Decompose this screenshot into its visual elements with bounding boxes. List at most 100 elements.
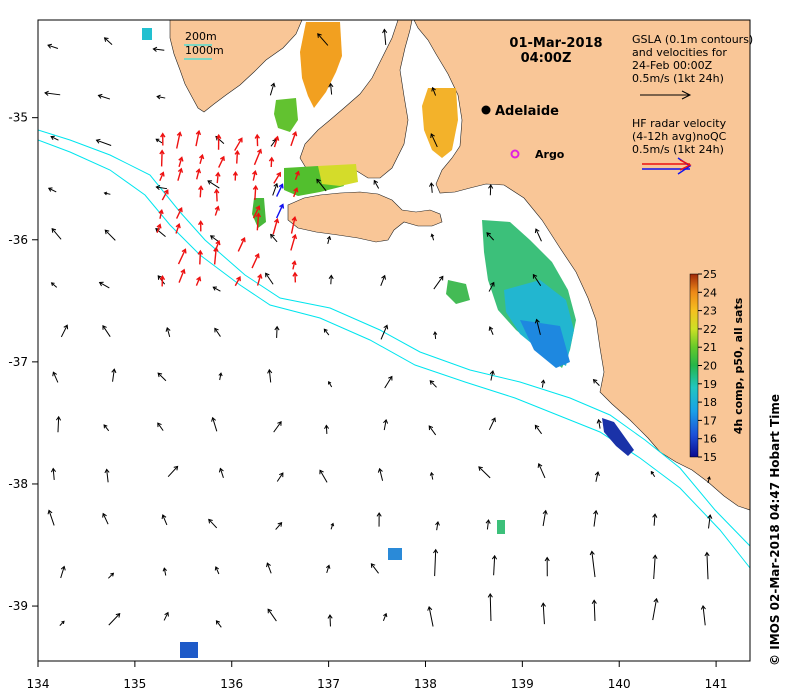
velocity-arrow-shaft <box>429 380 437 388</box>
hf-legend-arrow <box>642 157 692 175</box>
gsla-legend-arrow <box>640 90 692 100</box>
velocity-arrow-head <box>234 149 240 155</box>
velocity-arrow-shaft <box>428 425 437 436</box>
velocity-arrow-shaft <box>48 187 57 193</box>
velocity-arrow-head <box>102 512 107 518</box>
lon-tick-label: 135 <box>123 677 146 691</box>
lon-tick-label: 139 <box>511 677 534 691</box>
velocity-arrow-head <box>47 509 53 515</box>
velocity-arrow-shaft <box>270 157 273 168</box>
velocity-arrow-shaft <box>383 419 387 431</box>
velocity-arrow-shaft <box>234 138 243 151</box>
velocity-arrow-head <box>388 375 393 381</box>
velocity-arrow-head <box>255 212 262 218</box>
velocity-arrow-head <box>328 380 332 385</box>
axes: 134 135 136 137 138 139 140 141 -35 -36 -37 -38 -39 <box>8 111 727 691</box>
velocity-arrow-head <box>433 548 439 554</box>
velocity-arrow-head <box>274 325 280 331</box>
argo-marker <box>510 149 520 159</box>
velocity-arrow-head <box>330 522 335 527</box>
gsla-legend-line3: 24-Feb 00:00Z <box>632 59 713 72</box>
velocity-arrow-head <box>60 565 66 571</box>
velocity-arrow-head <box>593 509 599 515</box>
velocity-arrow-shaft <box>488 282 495 292</box>
velocity-arrow-head <box>430 133 435 138</box>
velocity-arrow-shaft <box>330 523 334 530</box>
velocity-arrow-head <box>317 33 322 38</box>
velocity-arrow-shaft <box>60 566 65 579</box>
velocity-arrow-head <box>429 471 434 476</box>
sst-patch-small-green <box>446 280 470 304</box>
velocity-arrow-head <box>266 562 271 568</box>
colorbar-ticks: 15 16 17 18 19 20 21 22 23 24 25 <box>698 268 717 464</box>
velocity-arrow-shaft <box>317 33 329 46</box>
velocity-arrow-head <box>215 239 221 246</box>
velocity-arrow-shaft <box>234 276 241 287</box>
velocity-arrow-head <box>376 512 382 517</box>
velocity-arrow-shaft <box>108 613 121 626</box>
velocity-arrow-head <box>181 248 187 254</box>
velocity-arrow-head <box>326 564 331 569</box>
velocity-arrow-head <box>594 471 600 476</box>
lon-tick-label: 141 <box>705 677 728 691</box>
velocity-arrow-shaft <box>177 168 182 181</box>
velocity-arrow-shaft <box>434 332 437 339</box>
depth-legend-200m: 200m <box>185 30 217 43</box>
velocity-arrow-head <box>63 324 69 330</box>
velocity-arrow-shaft <box>207 180 220 189</box>
velocity-arrow-shaft <box>316 179 327 192</box>
colorbar-tick-label: 22 <box>703 323 717 336</box>
velocity-arrow-head <box>429 380 435 385</box>
velocity-arrow-head <box>240 237 246 243</box>
velocity-arrow-shaft <box>273 136 279 148</box>
velocity-arrow-head <box>161 514 167 520</box>
velocity-arrow-shaft <box>175 224 180 234</box>
velocity-arrow-head <box>653 597 659 603</box>
velocity-arrow-head <box>381 274 386 280</box>
velocity-arrow-head <box>232 171 239 176</box>
velocity-arrow-head <box>50 282 55 286</box>
colorbar-tick-label: 21 <box>703 341 717 354</box>
velocity-arrow-shaft <box>51 228 62 240</box>
velocity-arrow-head <box>277 421 282 426</box>
velocity-arrow-shaft <box>213 286 221 292</box>
adelaide-label: Adelaide <box>495 104 559 119</box>
velocity-arrow-shaft <box>252 171 257 181</box>
velocity-arrow-head <box>383 612 388 618</box>
velocity-arrow-shaft <box>157 275 166 285</box>
velocity-arrow-head <box>429 182 435 187</box>
velocity-arrow-shaft <box>542 603 545 625</box>
velocity-arrow-shaft <box>199 186 202 198</box>
velocity-arrow-head <box>487 593 493 598</box>
sst-patch-south-navy <box>602 418 634 456</box>
velocity-arrow-head <box>195 129 202 136</box>
velocity-arrow-head <box>265 272 270 278</box>
velocity-arrow-shaft <box>380 275 386 287</box>
velocity-arrow-shaft <box>706 552 709 580</box>
velocity-arrow-shaft <box>272 183 278 196</box>
velocity-arrow-head <box>95 138 101 144</box>
velocity-arrow-head <box>254 133 261 139</box>
velocity-arrow-shaft <box>195 169 200 180</box>
velocity-arrow-shaft <box>323 328 330 336</box>
kangaroo-island <box>287 191 443 243</box>
velocity-arrow-shaft <box>532 274 542 286</box>
velocity-arrow-head <box>236 276 241 282</box>
velocity-arrow-head <box>592 378 598 384</box>
velocity-arrow-head <box>430 233 435 238</box>
gsla-legend-line4: 0.5m/s (1kt 24h) <box>632 72 724 85</box>
lon-tick-label: 134 <box>27 677 50 691</box>
velocity-arrow-shaft <box>199 155 204 164</box>
velocity-arrow-shaft <box>434 549 437 577</box>
velocity-arrow-shaft <box>370 563 379 574</box>
velocity-arrow-shaft <box>162 514 168 526</box>
velocity-arrow-shaft <box>103 424 110 432</box>
velocity-arrow-head <box>155 184 161 191</box>
velocity-arrow-head <box>704 551 710 557</box>
velocity-arrow-head <box>427 605 433 611</box>
velocity-arrow-head <box>540 602 546 607</box>
velocity-arrow-head <box>214 205 220 211</box>
velocity-arrow-head <box>382 28 388 34</box>
velocity-arrow-head <box>115 612 121 618</box>
velocity-arrow-shaft <box>593 379 600 387</box>
